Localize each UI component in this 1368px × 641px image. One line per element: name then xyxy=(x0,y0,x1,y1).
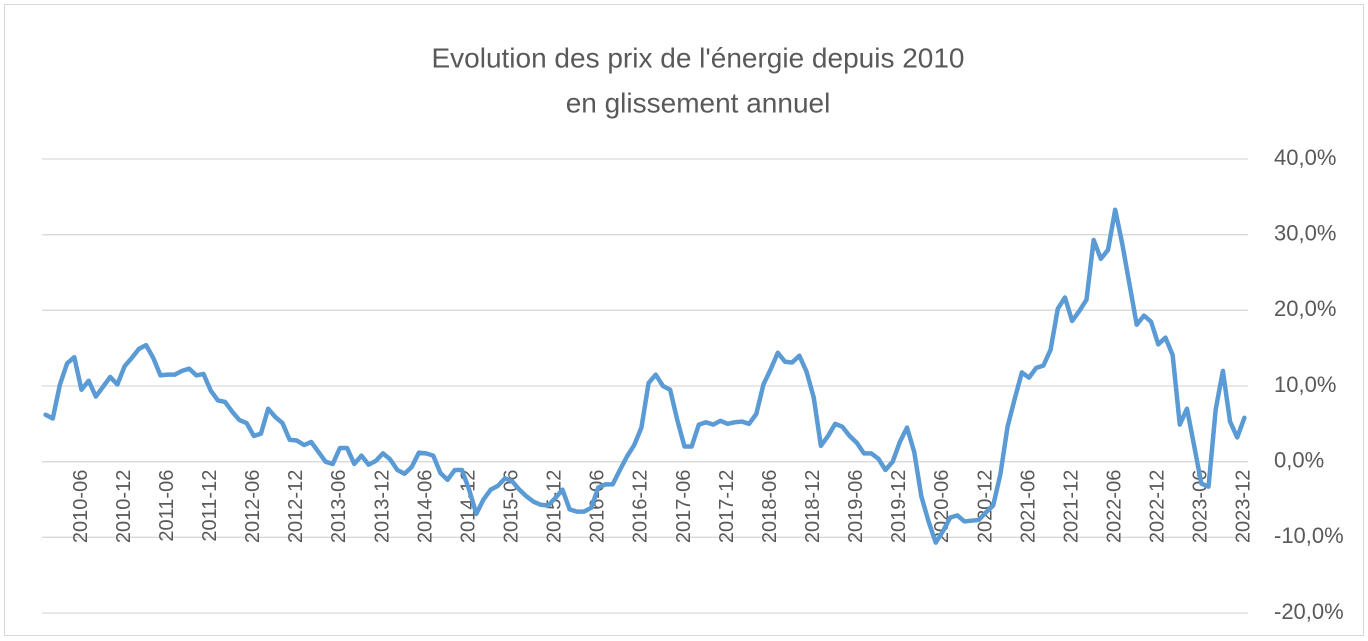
chart-title: Evolution des prix de l'énergie depuis 2… xyxy=(431,42,964,73)
x-tick-label: 2016-12 xyxy=(630,470,652,543)
x-tick-label: 2013-06 xyxy=(328,470,350,543)
x-tick-label: 2022-12 xyxy=(1147,470,1169,543)
x-tick-label: 2018-06 xyxy=(759,470,781,543)
x-tick-label: 2016-06 xyxy=(587,470,609,543)
y-tick-label: 0,0% xyxy=(1274,447,1324,472)
x-tick-label: 2020-12 xyxy=(974,470,996,543)
x-tick-label: 2011-12 xyxy=(199,470,221,542)
x-tick-label: 2019-06 xyxy=(845,470,867,543)
x-tick-label: 2014-06 xyxy=(414,470,436,543)
x-tick-label: 2022-06 xyxy=(1103,470,1125,543)
y-tick-label: -10,0% xyxy=(1274,523,1344,548)
x-tick-label: 2021-06 xyxy=(1017,470,1039,543)
x-tick-label: 2012-06 xyxy=(242,470,264,543)
x-tick-label: 2018-12 xyxy=(802,470,824,543)
x-tick-label: 2010-06 xyxy=(70,470,92,543)
y-tick-label: 30,0% xyxy=(1274,220,1336,245)
y-tick-label: 20,0% xyxy=(1274,296,1336,321)
x-tick-label: 2013-12 xyxy=(371,470,393,543)
x-tick-label: 2010-12 xyxy=(113,470,135,543)
chart-title: en glissement annuel xyxy=(566,87,831,118)
x-tick-label: 2012-12 xyxy=(285,470,307,543)
x-tick-label: 2023-12 xyxy=(1233,470,1255,543)
x-tick-label: 2017-12 xyxy=(716,470,738,543)
x-tick-label: 2011-06 xyxy=(156,470,178,542)
y-tick-label: 10,0% xyxy=(1274,372,1336,397)
y-tick-label: 40,0% xyxy=(1274,145,1336,170)
data-line xyxy=(43,207,1247,545)
x-tick-label: 2014-12 xyxy=(457,470,479,543)
x-tick-label: 2021-12 xyxy=(1060,470,1082,543)
y-tick-label: -20,0% xyxy=(1274,599,1344,624)
x-tick-label: 2017-06 xyxy=(673,470,695,543)
x-tick-label: 2015-12 xyxy=(544,470,566,543)
x-tick-label: 2019-12 xyxy=(888,470,910,543)
